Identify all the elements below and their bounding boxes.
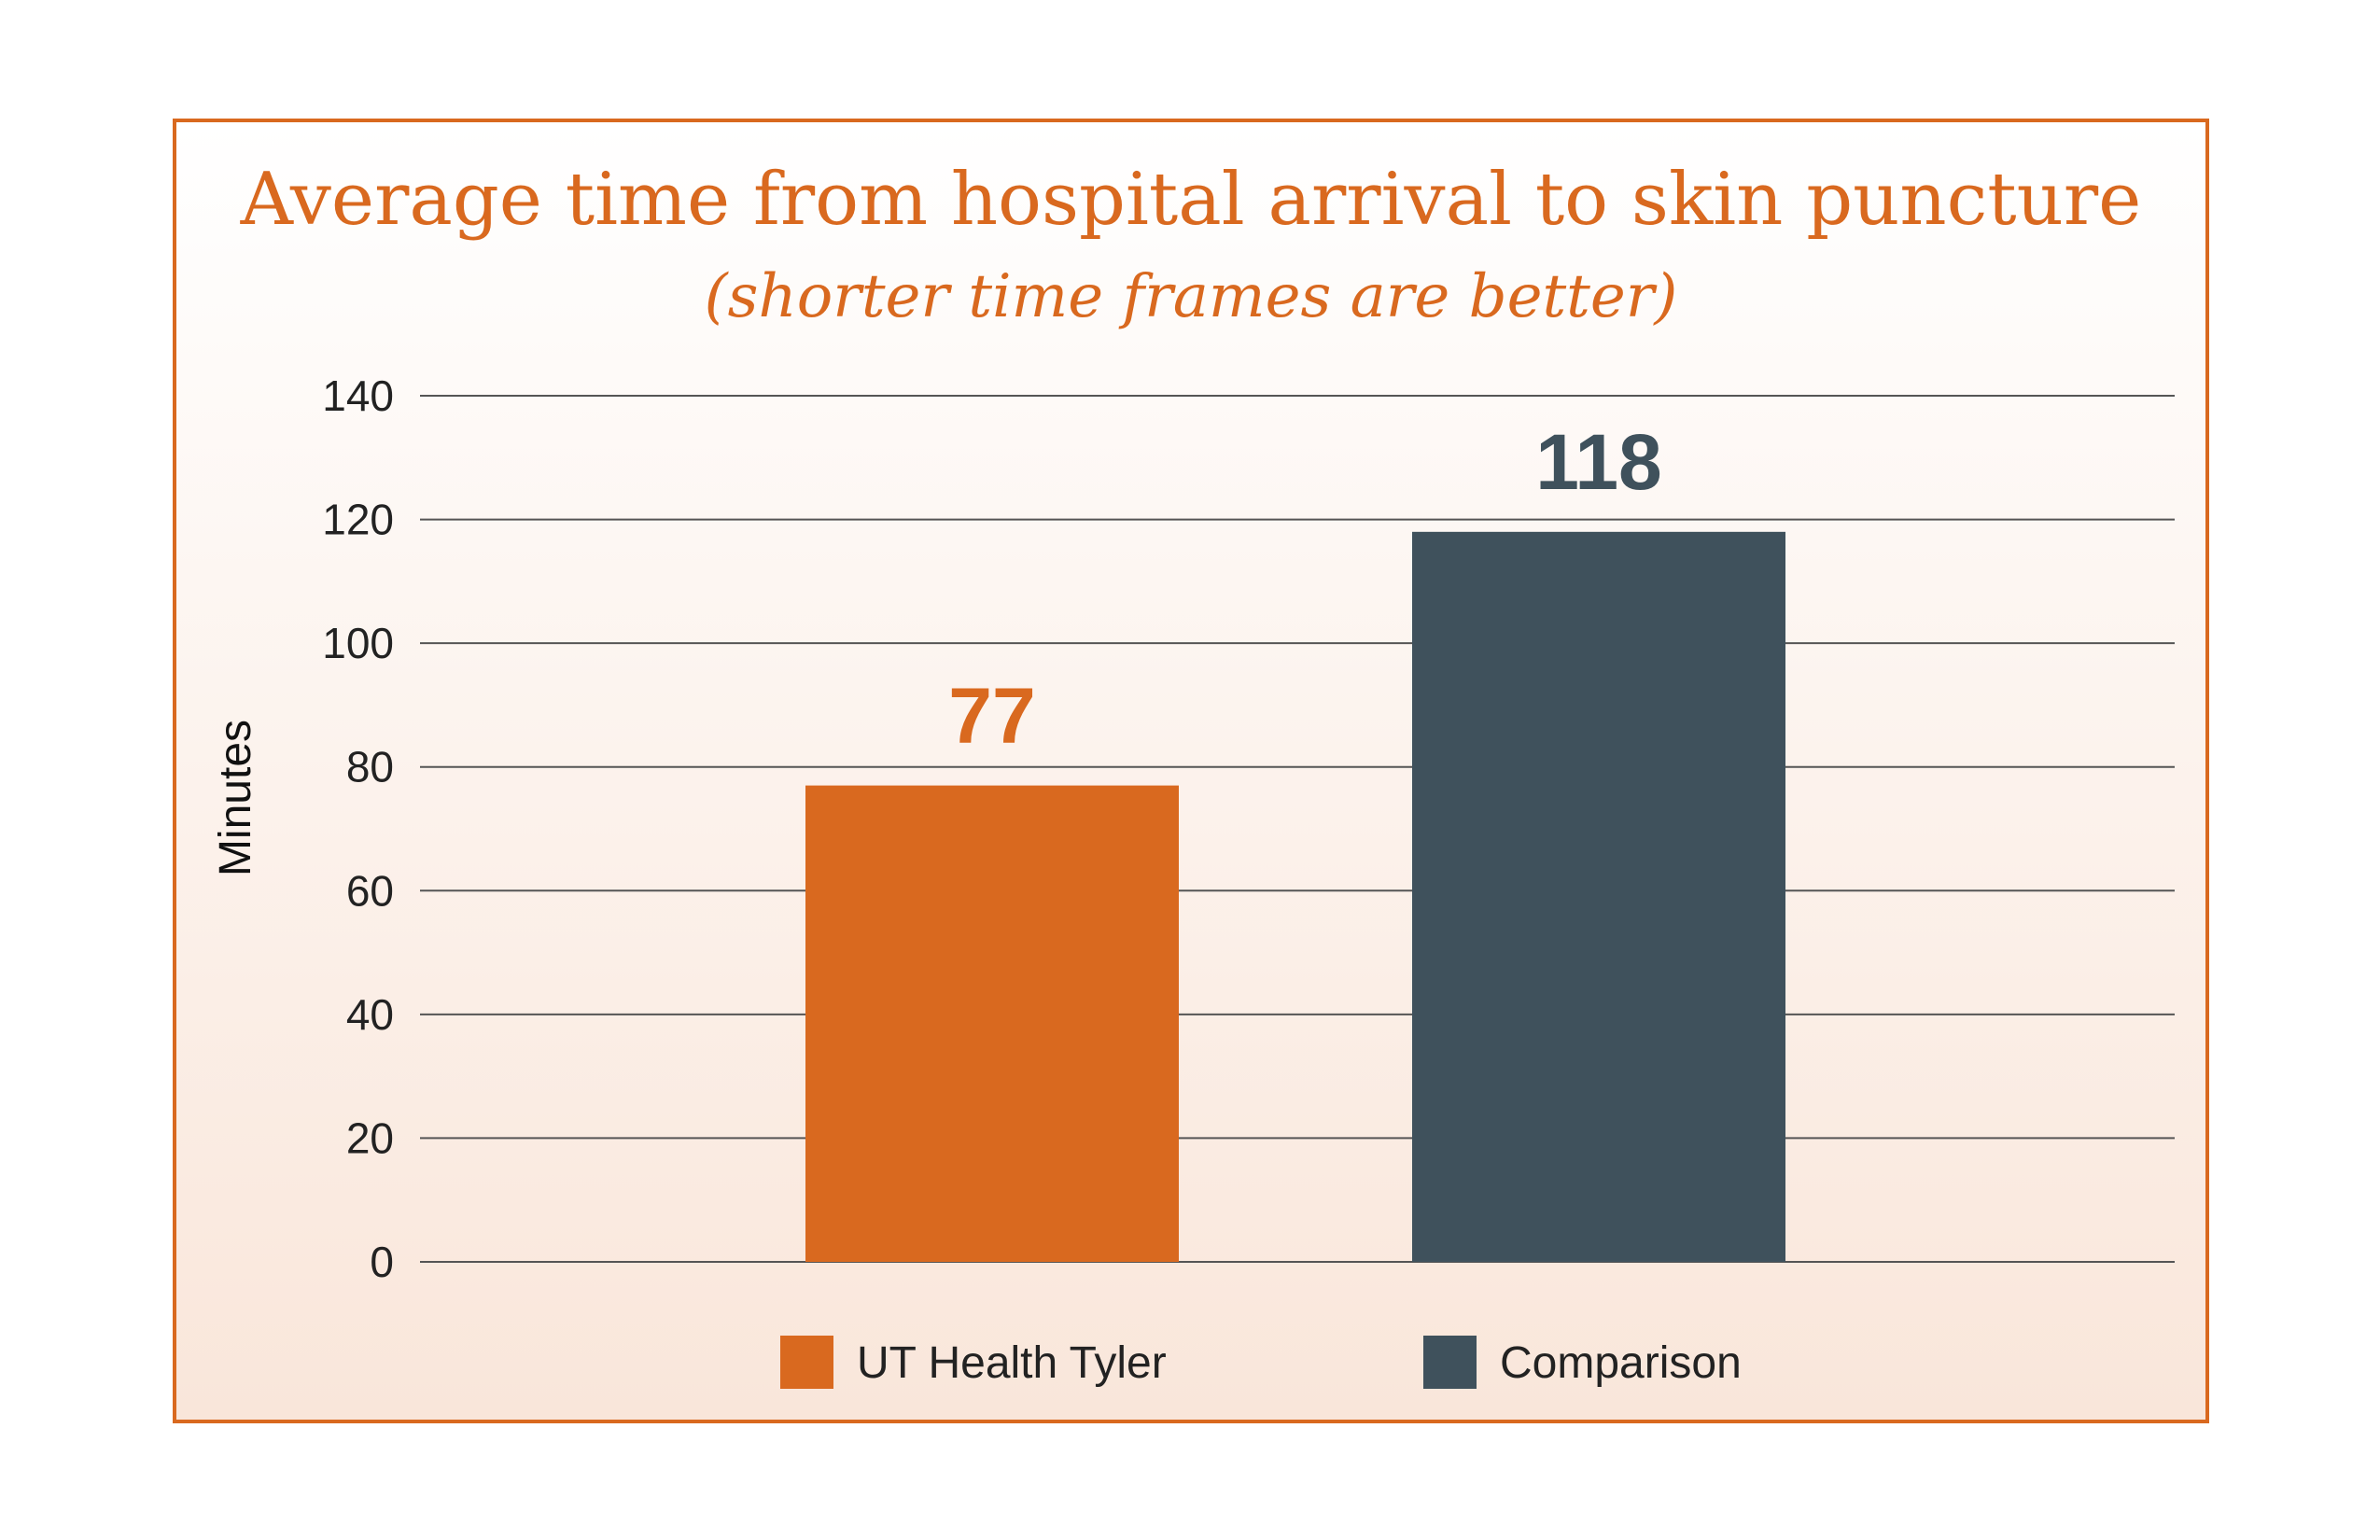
legend-swatch [1423, 1336, 1477, 1389]
chart-frame: Average time from hospital arrival to sk… [173, 119, 2209, 1423]
legend-label: UT Health Tyler [857, 1338, 1167, 1388]
legend: UT Health Tyler Comparison [780, 1336, 1742, 1389]
y-tick-label: 140 [322, 371, 394, 420]
chart-subtitle: (shorter time frames are better) [704, 262, 1678, 331]
data-label: 118 [1535, 418, 1662, 506]
bar-comparison [1412, 531, 1785, 1262]
bars [805, 531, 1785, 1262]
y-tick-label: 80 [346, 743, 394, 791]
data-label: 77 [948, 672, 1035, 760]
y-axis-ticks: 0 20 40 60 80 100 120 140 [322, 371, 394, 1286]
bar-ut-health-tyler [805, 785, 1179, 1262]
legend-label: Comparison [1500, 1338, 1742, 1388]
y-tick-label: 0 [370, 1238, 394, 1286]
y-tick-label: 40 [346, 990, 394, 1039]
y-tick-label: 100 [322, 619, 394, 667]
y-axis-title: Minutes [211, 720, 260, 876]
chart-title: Average time from hospital arrival to sk… [240, 158, 2142, 242]
y-tick-label: 60 [346, 866, 394, 915]
y-tick-label: 20 [346, 1113, 394, 1162]
y-tick-label: 120 [322, 496, 394, 544]
legend-swatch [780, 1336, 833, 1389]
gridlines [420, 395, 2175, 1263]
data-labels: 77 118 [948, 418, 1661, 760]
